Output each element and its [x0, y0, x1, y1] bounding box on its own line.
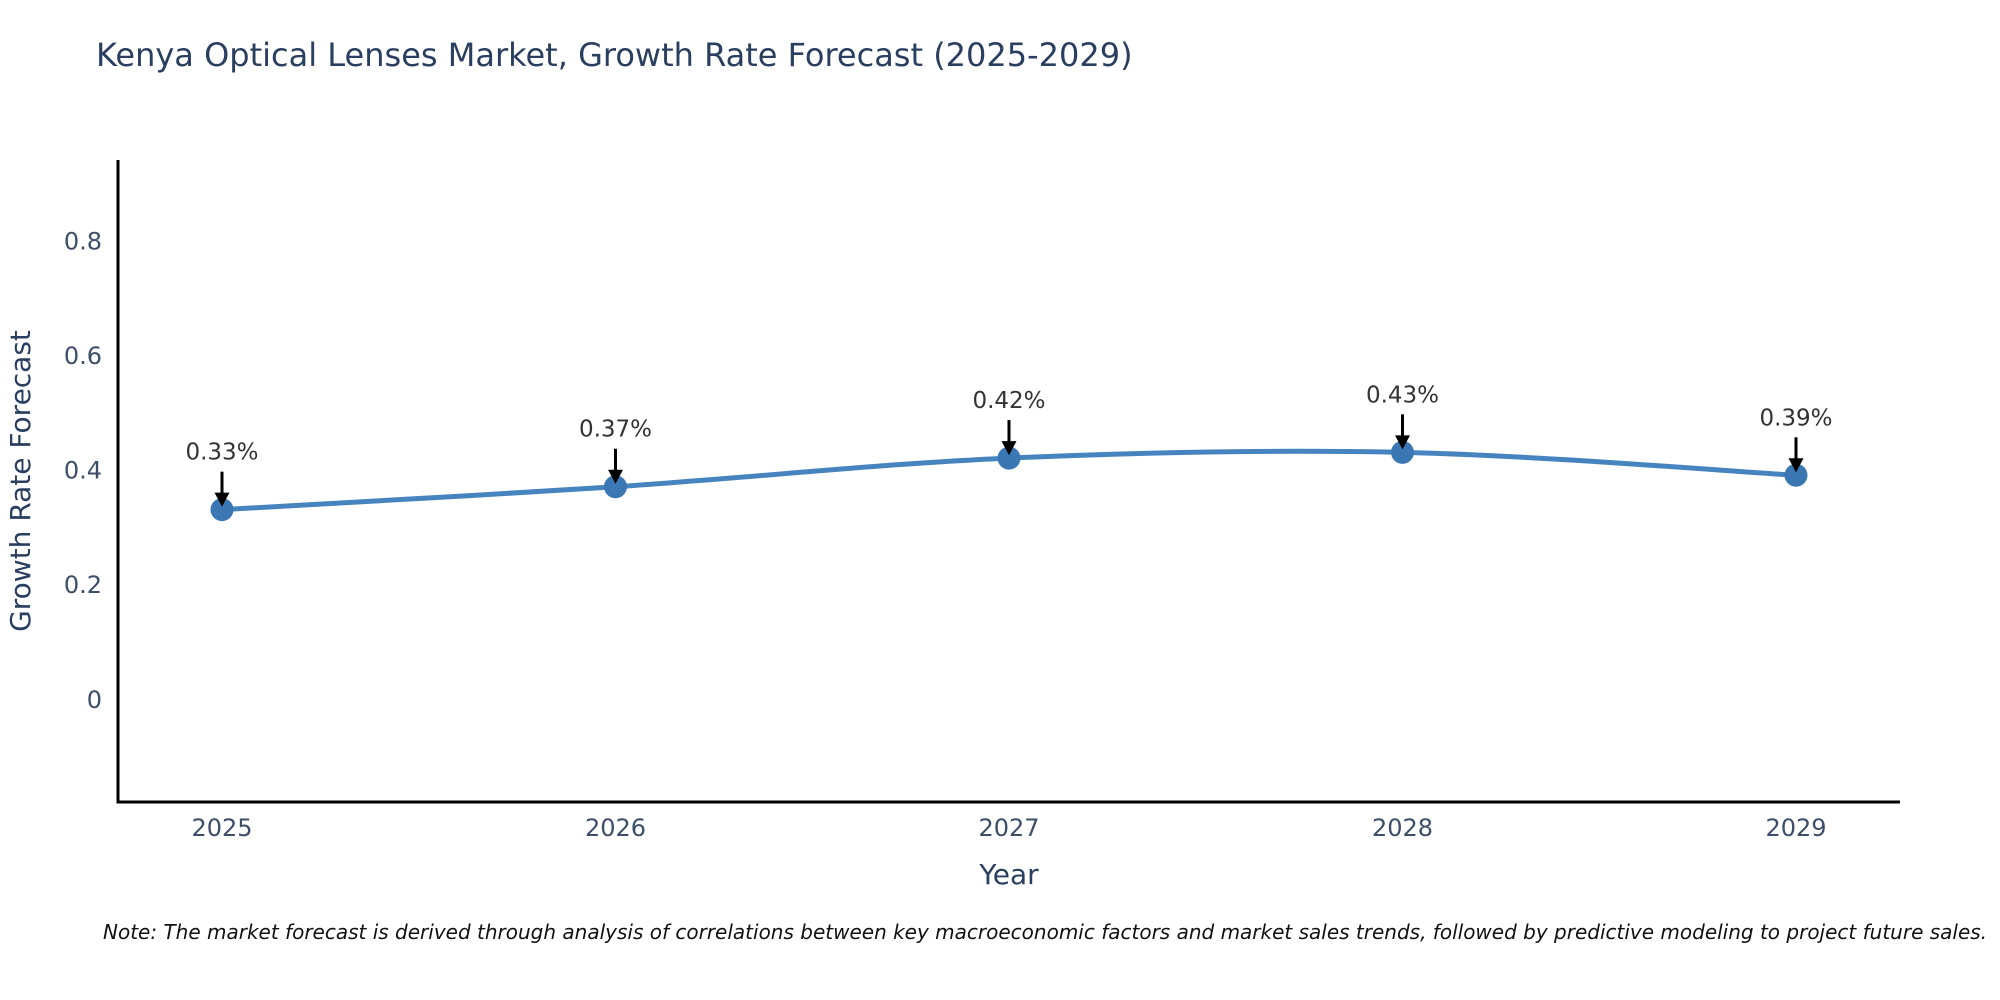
- y-tick-label: 0.6: [64, 342, 102, 370]
- annotation-arrowhead: [1788, 458, 1804, 473]
- y-axis-title: Growth Rate Forecast: [4, 330, 37, 632]
- data-point: [210, 498, 234, 522]
- y-tick-label: 0.2: [64, 571, 102, 599]
- chart-title: Kenya Optical Lenses Market, Growth Rate…: [96, 36, 1133, 74]
- data-point: [1391, 440, 1414, 464]
- y-tick-label: 0.4: [64, 457, 102, 485]
- annotation-arrowhead: [1001, 441, 1017, 456]
- y-tick-label: 0.8: [64, 227, 102, 255]
- point-label: 0.37%: [579, 417, 652, 443]
- x-tick-label: 2028: [1372, 814, 1433, 842]
- footnote: Note: The market forecast is derived thr…: [103, 920, 1988, 944]
- x-tick-label: 2027: [978, 814, 1039, 842]
- annotation-arrowhead: [608, 469, 623, 484]
- x-tick-label: 2029: [1765, 814, 1826, 842]
- data-point: [997, 446, 1021, 470]
- point-label: 0.42%: [972, 388, 1045, 414]
- annotation-arrowhead: [1395, 435, 1410, 450]
- point-label: 0.43%: [1366, 382, 1439, 408]
- x-axis-title: Year: [978, 858, 1039, 891]
- data-point: [604, 475, 627, 499]
- point-label: 0.39%: [1759, 405, 1832, 431]
- annotation-arrowhead: [214, 492, 230, 507]
- x-tick-label: 2026: [585, 814, 646, 842]
- y-tick-label: 0: [87, 686, 102, 714]
- x-tick-label: 2025: [191, 814, 252, 842]
- point-label: 0.33%: [185, 440, 258, 466]
- data-point: [1784, 463, 1808, 487]
